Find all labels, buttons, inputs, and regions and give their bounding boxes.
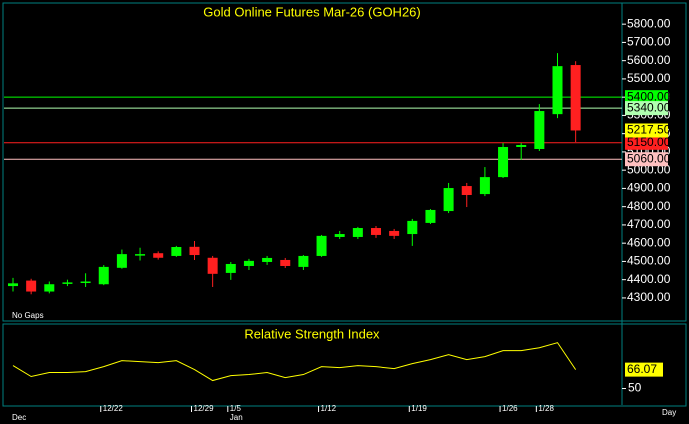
note: No Gaps: [12, 311, 44, 320]
candle-body: [243, 260, 254, 266]
x-tick-label: 12/29: [194, 404, 215, 413]
y-tick-label: 4700.00: [627, 217, 671, 231]
level-label-box: [625, 135, 668, 150]
candle-body: [62, 282, 73, 284]
y-tick-label: 4900.00: [627, 181, 671, 195]
candle-body: [135, 254, 146, 256]
candle-body: [116, 254, 127, 268]
x-tick-label: 1/28: [538, 404, 554, 413]
level-label-box: [625, 101, 668, 116]
level-label: 5060.00: [627, 151, 671, 165]
y-tick-label: 4400.00: [627, 272, 671, 286]
chart-title: Gold Online Futures Mar-26 (GOH26): [203, 4, 420, 19]
x-tick-label: 1/5: [230, 404, 242, 413]
rsi-last-box: [625, 362, 663, 377]
y-tick-label: 4800.00: [627, 199, 671, 213]
candle-body: [407, 220, 418, 235]
candle-body: [534, 111, 545, 149]
candle-body: [352, 228, 363, 237]
candle-body: [225, 263, 236, 273]
candle-body: [153, 253, 164, 258]
candle-body: [389, 230, 400, 236]
candle-body: [479, 177, 490, 195]
x-tick-label: 12/22: [103, 404, 124, 413]
candle-body: [461, 186, 472, 195]
y-tick-label: 5700.00: [627, 35, 671, 49]
candle-body: [189, 246, 200, 256]
candle-body: [207, 257, 218, 274]
rsi-last-label: 66.07: [627, 362, 657, 376]
candle-body: [26, 280, 37, 292]
level-label: 5400.00: [627, 89, 671, 103]
candle-body: [44, 284, 55, 292]
x-tick-label: 1/26: [502, 404, 518, 413]
level-label: 5150.00: [627, 135, 671, 149]
y-tick-label: 50: [628, 381, 642, 395]
y-tick-label: 5800.00: [627, 16, 671, 30]
y-tick-label: 4600.00: [627, 235, 671, 249]
x-tick-label: 1/19: [411, 404, 427, 413]
candle-body: [443, 188, 454, 212]
candle-body: [8, 283, 18, 287]
candle-body: [371, 228, 381, 235]
candle-body: [171, 247, 182, 256]
y-tick-label: 5500.00: [627, 71, 671, 85]
x-tick-label: 1/12: [321, 404, 337, 413]
y-tick-label: 4500.00: [627, 254, 671, 268]
candle-body: [570, 65, 581, 131]
candle-body: [552, 66, 563, 115]
candle-body: [334, 234, 345, 237]
price-panel: [2, 2, 687, 322]
y-tick-label: 5600.00: [627, 53, 671, 67]
candle-body: [498, 146, 509, 178]
candle-body: [298, 255, 309, 267]
y-tick-label: 4300.00: [627, 290, 671, 304]
candle-body: [425, 209, 436, 223]
candle-body: [80, 281, 91, 283]
rsi-title: Relative Strength Index: [244, 326, 380, 341]
last-price-box: [625, 123, 668, 138]
candle-body: [262, 257, 273, 262]
x-unit: Day: [662, 408, 676, 417]
last-price-label: 5217.50: [627, 123, 671, 137]
candle-body: [516, 144, 527, 147]
month-label: Dec: [12, 413, 26, 422]
month-label: Jan: [230, 413, 243, 422]
rsi-line: [12, 342, 577, 382]
candle-body: [98, 266, 109, 285]
candle-body: [280, 259, 291, 266]
level-label: 5340.00: [627, 100, 671, 114]
candle-body: [316, 235, 327, 256]
level-label-box: [625, 152, 668, 167]
level-label-box: [625, 90, 668, 105]
